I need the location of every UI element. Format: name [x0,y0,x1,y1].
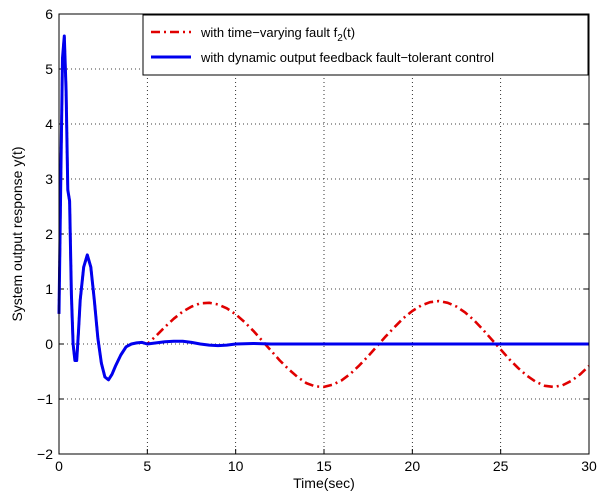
y-axis-title: System output response y(t) [9,146,25,321]
y-tick-label: 1 [45,281,53,297]
y-tick-label: −2 [37,446,53,462]
legend-label-control: with dynamic output feedback fault−toler… [200,50,494,65]
y-tick-label: 3 [45,171,53,187]
series-layer [57,34,590,389]
legend: with time−varying fault f2(t) with dynam… [142,14,589,76]
y-tick-label: 4 [45,116,53,132]
x-tick-label: 25 [493,458,509,474]
x-tick-label: 30 [581,458,597,474]
plot-frame [58,13,590,455]
series-line-control [57,34,589,382]
y-tick-label: 5 [45,61,53,77]
y-tick-label: 2 [45,226,53,242]
x-tick-label: 0 [55,458,63,474]
ticks: 0 5 10 15 20 25 30 −2 −1 0 1 2 3 4 5 6 [37,6,597,474]
y-tick-label: −1 [37,391,53,407]
x-tick-label: 10 [228,458,244,474]
y-tick-label: 0 [45,336,53,352]
x-tick-label: 20 [405,458,421,474]
x-tick-label: 15 [316,458,332,474]
x-axis-title: Time(sec) [293,475,355,491]
x-tick-label: 5 [143,458,151,474]
y-tick-label: 6 [45,6,53,22]
legend-label-fault: with time−varying fault f2(t) [200,25,355,44]
legend-box [142,14,589,76]
